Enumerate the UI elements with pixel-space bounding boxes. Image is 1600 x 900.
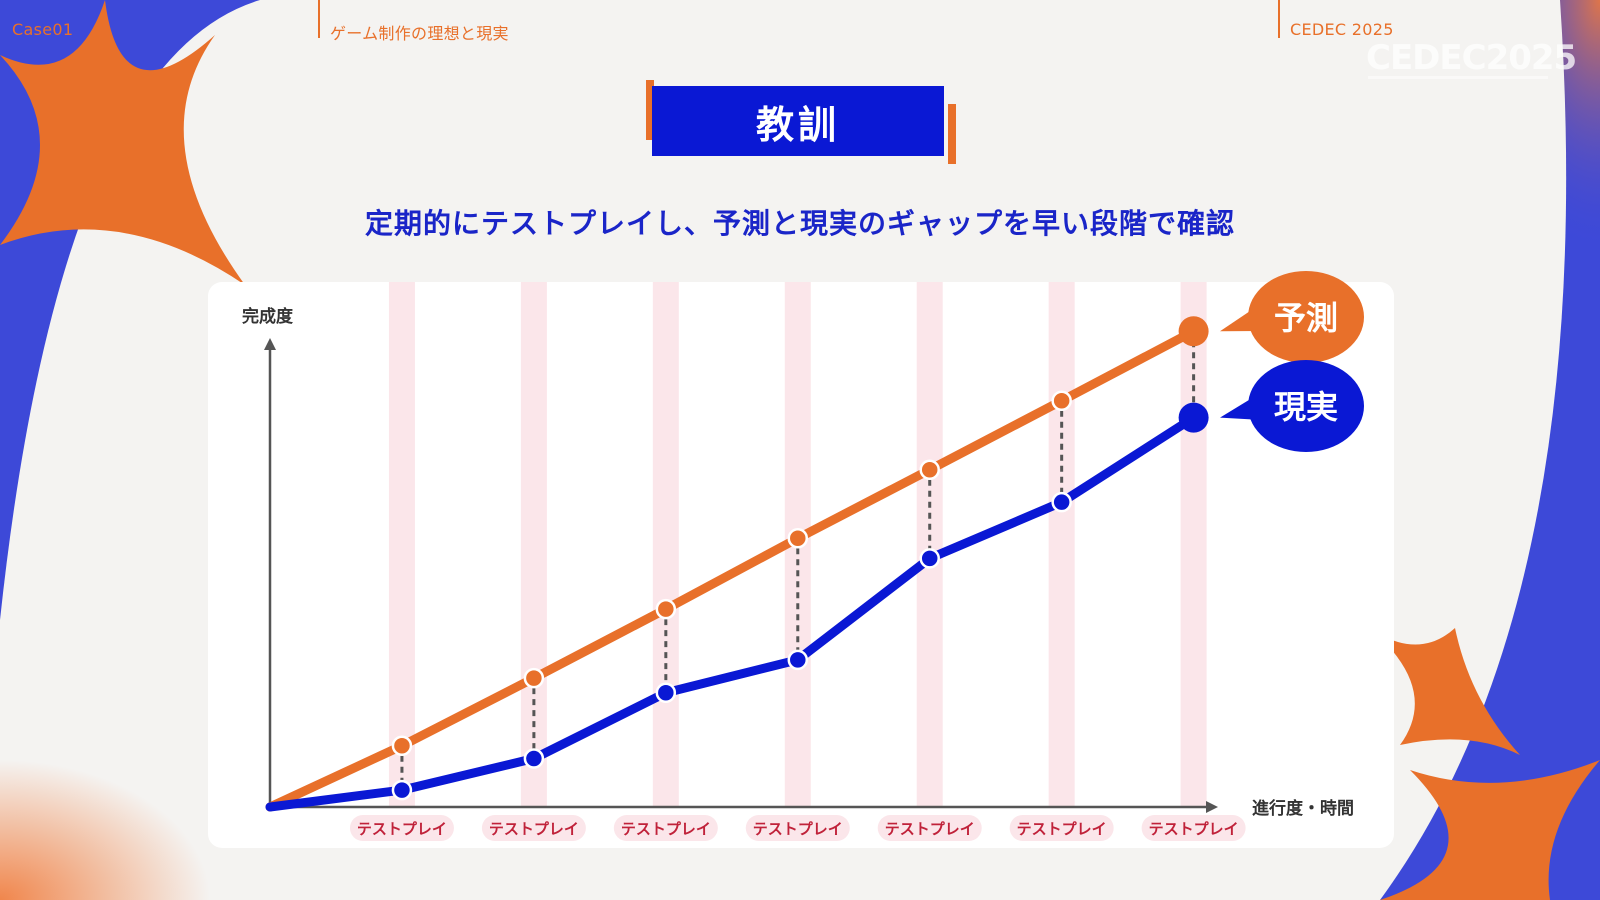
tick-label: テストプレイ bbox=[489, 820, 579, 838]
tick-label-pill bbox=[1141, 815, 1246, 841]
data-point bbox=[523, 748, 545, 769]
title-accent-right bbox=[948, 104, 956, 164]
tick-label: テストプレイ bbox=[753, 820, 843, 838]
data-point bbox=[1178, 316, 1209, 347]
slide-title-badge: 教訓 bbox=[646, 80, 956, 164]
x-axis-arrow-icon bbox=[1206, 801, 1218, 813]
data-point bbox=[919, 459, 940, 480]
y-axis-label: 完成度 bbox=[242, 306, 294, 327]
sparkle-corner-icon bbox=[1380, 760, 1600, 900]
data-point bbox=[655, 682, 677, 703]
tick-label-pill bbox=[349, 815, 454, 841]
header-divider-right bbox=[1278, 0, 1280, 38]
tick-label: テストプレイ bbox=[621, 820, 711, 838]
y-axis-arrow-icon bbox=[264, 338, 276, 350]
case-label: Case01 bbox=[12, 20, 74, 39]
slide-title: 教訓 bbox=[652, 86, 944, 156]
data-point bbox=[787, 649, 809, 671]
tick-label-pill bbox=[1009, 815, 1114, 841]
title-accent-left bbox=[646, 80, 654, 140]
data-point bbox=[1178, 402, 1209, 433]
event-name: CEDEC 2025 bbox=[1290, 20, 1394, 39]
testplay-band bbox=[520, 282, 547, 807]
data-point bbox=[391, 779, 413, 801]
x-axis-label: 進行度・時間 bbox=[1252, 798, 1354, 819]
data-point bbox=[523, 667, 545, 689]
legend-bubble bbox=[1248, 360, 1364, 452]
event-logo-underline bbox=[1368, 76, 1548, 79]
data-point bbox=[787, 528, 809, 549]
series-line-prediction bbox=[265, 326, 1199, 812]
sparkle-bottomright-icon bbox=[1372, 628, 1520, 755]
tick-label: テストプレイ bbox=[885, 820, 975, 838]
data-point bbox=[1051, 390, 1072, 411]
tick-label-pill bbox=[481, 815, 586, 841]
header-divider bbox=[318, 0, 320, 38]
testplay-band bbox=[1048, 282, 1075, 807]
section-title: ゲーム制作の理想と現実 bbox=[330, 24, 509, 43]
data-point bbox=[655, 598, 677, 620]
tick-label-pill bbox=[613, 815, 718, 841]
tick-label: テストプレイ bbox=[1017, 820, 1107, 838]
series-line-reality bbox=[265, 413, 1199, 812]
legend-label: 予測 bbox=[1274, 299, 1338, 337]
data-point bbox=[391, 735, 413, 757]
sparkle-topleft-icon bbox=[0, 0, 245, 285]
tick-label-pill bbox=[877, 815, 982, 841]
legend-label: 現実 bbox=[1274, 388, 1338, 426]
tick-label: テストプレイ bbox=[1149, 820, 1239, 838]
data-point bbox=[1051, 491, 1072, 513]
tick-label: テストプレイ bbox=[357, 820, 447, 838]
data-point bbox=[919, 548, 940, 569]
tick-label-pill bbox=[745, 815, 850, 841]
slide-subtitle: 定期的にテストプレイし、予測と現実のギャップを早い段階で確認 bbox=[364, 207, 1235, 240]
testplay-band bbox=[916, 282, 943, 807]
event-logo: CEDEC2025 bbox=[1366, 38, 1577, 78]
testplay-band bbox=[652, 282, 679, 807]
testplay-band bbox=[1180, 282, 1207, 807]
legend-bubble bbox=[1248, 271, 1364, 363]
testplay-band bbox=[388, 282, 415, 807]
